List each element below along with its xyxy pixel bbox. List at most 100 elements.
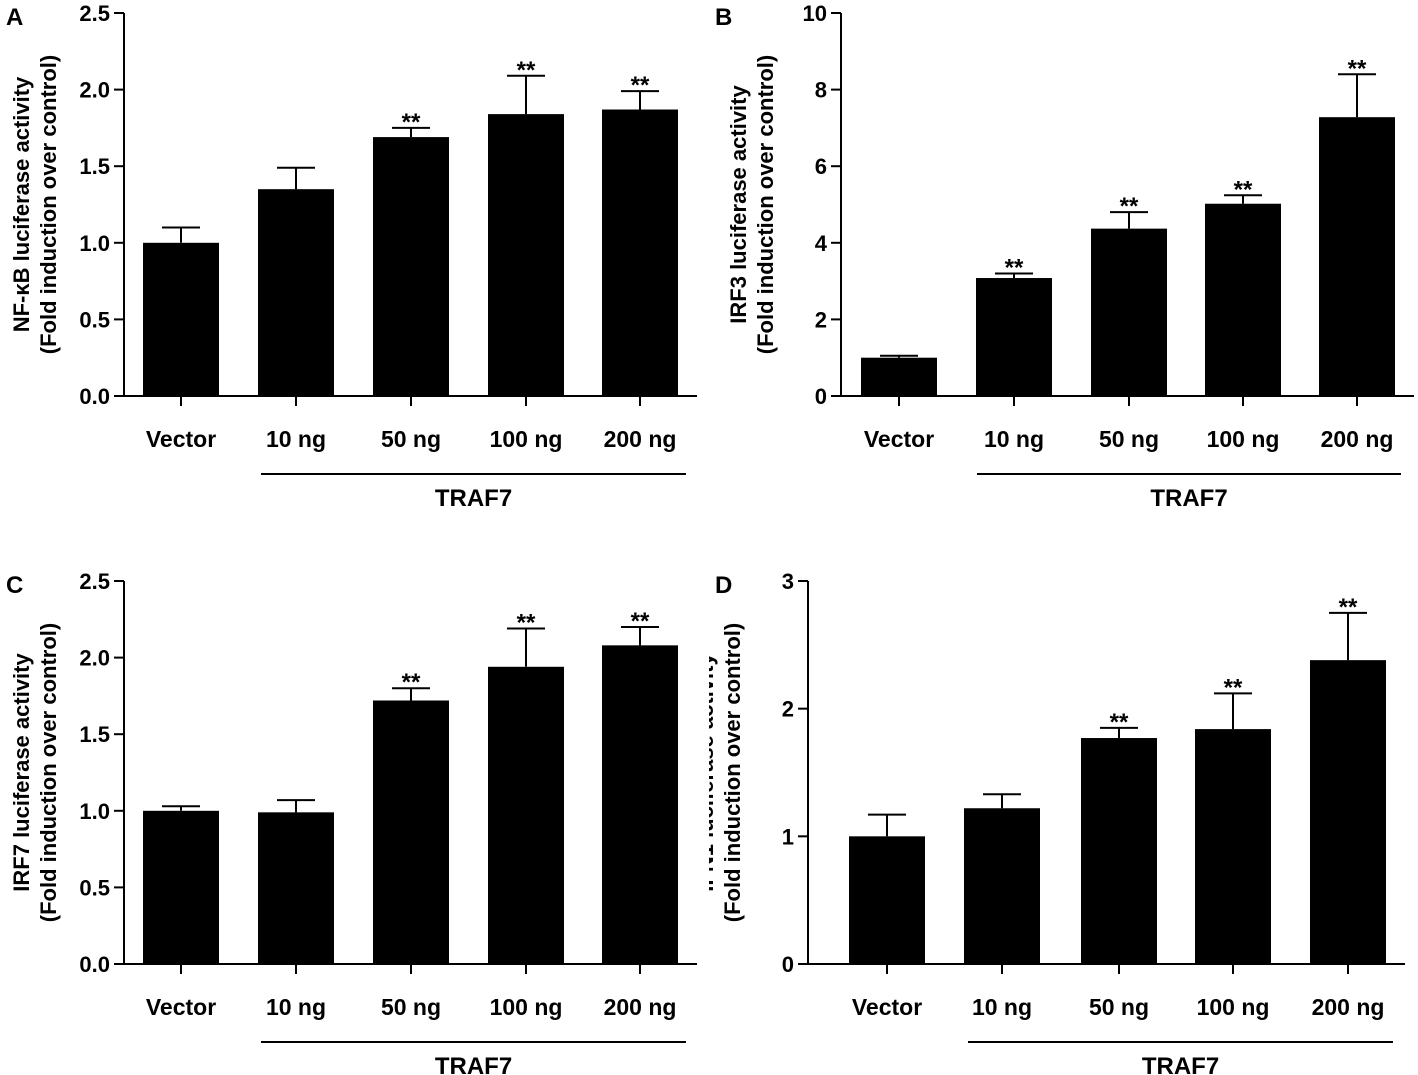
chart-svg-b: B 0 2 4 6 8 10 IRF3 luciferase activity (Fold in…	[715, 1, 1414, 512]
x-tick-label: 10 ng	[972, 994, 1032, 1020]
y-tick-label: 2	[815, 307, 827, 332]
y-tick-label: 1.0	[79, 231, 110, 256]
significance-marker: **	[402, 669, 421, 696]
bar	[258, 812, 334, 964]
bar	[1195, 729, 1271, 964]
x-tick-label: 100 ng	[490, 426, 563, 452]
x-tick-label: 100 ng	[1207, 426, 1280, 452]
group-label: TRAF7	[1142, 1053, 1219, 1074]
y-axis-label: IFN1 luciferase activity	[709, 653, 718, 892]
x-tick-label: 10 ng	[266, 426, 326, 452]
bar	[602, 109, 678, 397]
x-tick-label: 50 ng	[381, 426, 441, 452]
group-label: TRAF7	[435, 1053, 512, 1074]
x-tick-label: 200 ng	[1321, 426, 1394, 452]
chart-panel-c: C 0.0 0.5 1.0 1.5 2.0 2.5 IRF7 luciferase activ…	[0, 537, 709, 1074]
chart-panel-b: B 0 2 4 6 8 10 IRF3 luciferase activity (Fold in…	[709, 0, 1418, 537]
significance-marker: **	[517, 57, 536, 84]
significance-marker: **	[402, 109, 421, 136]
bar	[488, 666, 564, 964]
y-tick-label: 0.5	[79, 307, 110, 332]
x-tick-label: 50 ng	[381, 994, 441, 1020]
y-tick-label: 10	[803, 1, 827, 26]
y-axis-label: IRF3 luciferase activity	[726, 85, 751, 324]
significance-marker: **	[631, 608, 650, 635]
y-axis-label: (Fold induction over control)	[753, 55, 778, 354]
significance-marker: **	[1110, 709, 1129, 736]
chart-panel-d: D 0 1 2 3 IFN1 luciferase activity (Fold induc…	[709, 537, 1418, 1074]
x-tick-label: Vector	[864, 426, 934, 452]
y-tick-label: 4	[815, 231, 828, 256]
x-tick-label: 50 ng	[1099, 426, 1159, 452]
panel-label: C	[6, 572, 23, 599]
y-tick-label: 1.0	[79, 799, 110, 824]
group-label: TRAF7	[1150, 485, 1227, 512]
y-tick-label: 2.0	[79, 78, 110, 103]
bar	[258, 189, 334, 396]
chart-svg-d: D 0 1 2 3 IFN1 luciferase activity (Fold induc…	[709, 569, 1405, 1074]
panel-label: A	[6, 4, 23, 31]
x-tick-label: 100 ng	[490, 994, 563, 1020]
y-axis-label: (Fold induction over control)	[36, 623, 61, 922]
chart-panel-a: A 0.0 0.5 1.0 1.5 2.0 2.5 NF-κB luciferase acti…	[0, 0, 709, 537]
significance-marker: **	[1348, 55, 1367, 82]
bar	[373, 137, 449, 397]
bar	[1310, 660, 1386, 964]
y-tick-label: 2.5	[79, 1, 110, 26]
panel-label: B	[715, 4, 732, 31]
bar	[488, 114, 564, 396]
y-tick-label: 0	[782, 952, 794, 977]
chart-svg-c: C 0.0 0.5 1.0 1.5 2.0 2.5 IRF7 luciferase activ…	[6, 569, 697, 1074]
y-axis-label: NF-κB luciferase activity	[9, 76, 34, 332]
significance-marker: **	[1224, 674, 1243, 701]
y-tick-label: 1.5	[79, 154, 110, 179]
y-tick-label: 0	[815, 384, 827, 409]
bar	[964, 808, 1040, 964]
x-tick-label: 10 ng	[266, 994, 326, 1020]
y-axis-label: IRF7 luciferase activity	[9, 653, 34, 892]
y-tick-label: 6	[815, 154, 827, 179]
bar	[143, 810, 219, 964]
bar	[1091, 228, 1167, 396]
x-tick-label: Vector	[146, 426, 216, 452]
y-axis-label: (Fold induction over control)	[36, 55, 61, 354]
x-tick-label: 200 ng	[1312, 994, 1385, 1020]
significance-marker: **	[631, 72, 650, 99]
y-tick-label: 2	[782, 697, 794, 722]
chart-svg-a: A 0.0 0.5 1.0 1.5 2.0 2.5 NF-κB luciferase acti…	[6, 1, 697, 512]
x-tick-label: 100 ng	[1197, 994, 1270, 1020]
bar	[1319, 117, 1395, 397]
y-axis-label: (Fold induction over control)	[720, 623, 745, 922]
panel-label: D	[715, 572, 732, 599]
y-tick-label: 1	[782, 824, 794, 849]
x-tick-label: 200 ng	[604, 426, 677, 452]
y-tick-label: 2.5	[79, 569, 110, 594]
x-tick-label: Vector	[146, 994, 216, 1020]
y-tick-label: 2.0	[79, 646, 110, 671]
y-tick-label: 1.5	[79, 722, 110, 747]
y-tick-label: 0.5	[79, 875, 110, 900]
significance-marker: **	[1005, 254, 1024, 281]
group-label: TRAF7	[435, 485, 512, 512]
bar	[143, 242, 219, 396]
y-tick-label: 8	[815, 78, 827, 103]
bar	[602, 645, 678, 964]
bar	[1081, 738, 1157, 964]
significance-marker: **	[517, 609, 536, 636]
significance-marker: **	[1339, 594, 1358, 621]
x-tick-label: 200 ng	[604, 994, 677, 1020]
bar	[861, 357, 937, 396]
x-tick-label: 50 ng	[1089, 994, 1149, 1020]
significance-marker: **	[1120, 193, 1139, 220]
bar	[849, 836, 925, 964]
bar	[976, 278, 1052, 396]
bar	[373, 700, 449, 964]
y-tick-label: 0.0	[79, 952, 110, 977]
bar	[1205, 203, 1281, 396]
y-tick-label: 3	[782, 569, 794, 594]
y-tick-label: 0.0	[79, 384, 110, 409]
x-tick-label: Vector	[852, 994, 922, 1020]
significance-marker: **	[1234, 176, 1253, 203]
x-tick-label: 10 ng	[984, 426, 1044, 452]
